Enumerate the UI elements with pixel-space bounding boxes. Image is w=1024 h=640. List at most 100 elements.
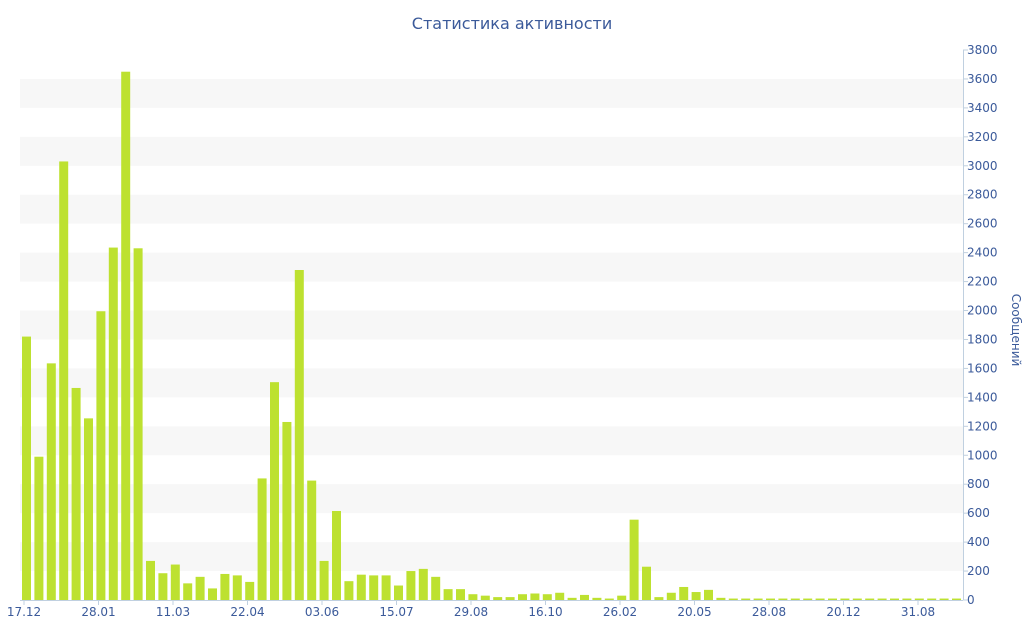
bar — [952, 598, 961, 600]
bar — [344, 581, 354, 600]
y-tick-label: 3000 — [967, 159, 998, 173]
grid-band — [20, 484, 963, 514]
bar — [741, 598, 751, 600]
bar — [493, 597, 503, 600]
grid-band — [20, 136, 963, 166]
bar — [146, 560, 155, 600]
bar — [195, 576, 205, 600]
bar — [803, 598, 813, 600]
bar — [753, 598, 763, 600]
bar — [580, 594, 589, 600]
y-tick-labels: 0 200 400 600 800 1000 1200 1400 1600 1800 2000 220… — [963, 43, 998, 607]
bar — [431, 576, 441, 600]
bar — [456, 589, 465, 600]
bar — [369, 575, 379, 600]
bar — [890, 598, 899, 600]
grid-band — [20, 426, 963, 456]
bar — [666, 592, 676, 600]
x-tick-label: 20.12 — [826, 605, 860, 619]
y-tick-label: 2200 — [967, 275, 998, 289]
bar — [939, 598, 949, 600]
bar — [530, 593, 540, 600]
y-tick-label: 3600 — [967, 72, 998, 86]
bar — [307, 480, 317, 600]
bar — [22, 336, 31, 600]
y-tick-label: 600 — [967, 506, 990, 520]
bar — [406, 571, 416, 600]
y-tick-label: 3800 — [967, 43, 998, 57]
bar — [617, 595, 627, 600]
grid-band — [20, 310, 963, 340]
y-tick-label: 1000 — [967, 448, 998, 462]
bar — [865, 598, 875, 600]
bar — [121, 71, 131, 600]
axes — [20, 50, 964, 601]
x-tick-label: 03.06 — [305, 605, 339, 619]
x-tick-label: 16.10 — [528, 605, 562, 619]
bar — [642, 566, 651, 600]
y-tick-label: 3400 — [967, 101, 998, 115]
bar — [294, 270, 304, 600]
x-tick-label: 28.08 — [752, 605, 786, 619]
bar — [728, 598, 738, 600]
bar — [34, 456, 44, 600]
x-tick-label: 31.08 — [901, 605, 935, 619]
grid-band — [20, 542, 963, 572]
bar — [778, 598, 788, 600]
bar — [716, 597, 726, 600]
bar — [927, 598, 937, 600]
y-tick-label: 2000 — [967, 304, 998, 318]
bar — [542, 594, 552, 600]
grid-band — [20, 252, 963, 282]
bar — [282, 421, 292, 600]
x-tick-label: 15.07 — [379, 605, 413, 619]
bar — [877, 598, 887, 600]
y-tick-label: 2400 — [967, 246, 998, 260]
y-tick-label: 400 — [967, 535, 990, 549]
y-axis-title: Сообщений — [1009, 294, 1023, 367]
bar — [133, 248, 143, 601]
bar — [96, 311, 106, 600]
y-tick-label: 2600 — [967, 217, 998, 231]
x-tick-label: 20.05 — [677, 605, 711, 619]
bar — [654, 597, 664, 600]
bar — [245, 581, 255, 600]
x-tick-label: 11.03 — [156, 605, 190, 619]
bar — [356, 574, 366, 600]
bar — [257, 478, 267, 600]
bar — [46, 363, 56, 600]
bar — [790, 598, 800, 600]
bar — [381, 575, 391, 600]
bar — [394, 585, 403, 600]
grid-band — [20, 194, 963, 224]
bar — [555, 592, 565, 600]
bar — [170, 564, 180, 600]
bar — [567, 597, 577, 600]
bar — [71, 387, 81, 600]
grid-band — [20, 368, 963, 398]
x-tick-label: 29.08 — [454, 605, 488, 619]
x-tick-label: 26.02 — [603, 605, 637, 619]
bar — [505, 597, 515, 600]
bar — [704, 589, 713, 600]
bar — [914, 598, 924, 600]
grid-band — [20, 78, 963, 108]
bar — [108, 247, 118, 600]
x-tick-label: 22.04 — [230, 605, 264, 619]
bar — [629, 519, 639, 600]
y-tick-label: 1200 — [967, 419, 998, 433]
bars — [22, 71, 961, 601]
bar — [480, 595, 490, 600]
bar — [332, 510, 341, 600]
bar — [679, 586, 689, 600]
y-tick-label: 800 — [967, 477, 990, 491]
bar — [766, 598, 775, 600]
bar — [208, 588, 217, 600]
x-tick-label: 17.12 — [7, 605, 41, 619]
bar — [158, 573, 168, 600]
y-tick-label: 0 — [967, 593, 975, 607]
bar — [828, 598, 837, 600]
y-tick-label: 200 — [967, 564, 990, 578]
bar — [840, 598, 850, 600]
